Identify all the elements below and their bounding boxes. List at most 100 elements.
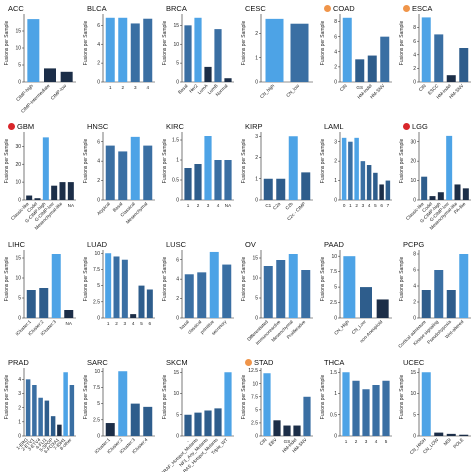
status-dot-icon bbox=[403, 123, 410, 130]
bar bbox=[204, 410, 212, 436]
bar bbox=[276, 260, 286, 318]
y-tick-label: 1.5 bbox=[330, 370, 337, 376]
y-tick-label: 10 bbox=[94, 369, 100, 375]
x-tick-label: 2 bbox=[115, 321, 118, 326]
y-tick-label: 0 bbox=[334, 434, 337, 440]
x-tick-label: Basal bbox=[112, 201, 124, 213]
bar bbox=[44, 68, 56, 82]
bar bbox=[354, 137, 359, 200]
bar bbox=[434, 270, 444, 318]
chart-title: STAD bbox=[245, 358, 273, 367]
chart-panel-thca: THCA Fusions per Sample 0 0.5 1 1.5 1 2 3 4 5 bbox=[316, 354, 395, 472]
bar bbox=[265, 18, 284, 82]
x-tick-label: 6 bbox=[380, 203, 383, 208]
x-tick-label: 1 bbox=[345, 439, 348, 444]
chart-panel-pcpg: PCPG Fusions per Sample 0 2 4 6 8 Cortical admi… bbox=[395, 236, 474, 354]
bar bbox=[113, 256, 120, 318]
x-tick-label: CIMP-intermediate bbox=[20, 83, 51, 114]
bar bbox=[341, 137, 347, 200]
bar bbox=[459, 434, 469, 436]
bar bbox=[105, 253, 112, 318]
bar bbox=[118, 371, 128, 436]
bar bbox=[63, 372, 68, 436]
bar bbox=[293, 425, 301, 436]
bar bbox=[367, 55, 377, 82]
y-tick-label: 2.5 bbox=[93, 417, 100, 423]
bar bbox=[121, 259, 128, 318]
y-tick-label: 8 bbox=[413, 252, 416, 258]
y-tick-label: 5 bbox=[413, 412, 416, 418]
chart-title-text: KIRP bbox=[245, 122, 263, 131]
y-tick-label: 0 bbox=[176, 198, 179, 204]
bar bbox=[184, 25, 192, 82]
status-dot-icon bbox=[245, 359, 252, 366]
bar bbox=[44, 400, 50, 436]
bar bbox=[434, 34, 444, 82]
y-tick-label: 10 bbox=[15, 180, 21, 186]
y-tick-label: 5 bbox=[334, 285, 337, 291]
bar bbox=[130, 314, 137, 318]
x-tick-label: POLE bbox=[452, 437, 464, 449]
bar bbox=[437, 192, 444, 200]
x-tick-label: 6 bbox=[149, 321, 152, 326]
y-tick-label: 5 bbox=[176, 412, 179, 418]
x-tick-label: CIMP-low bbox=[50, 83, 68, 101]
x-tick-label: 4 bbox=[132, 321, 135, 326]
y-tick-label: 0 bbox=[97, 434, 100, 440]
chart-panel-laml: LAML Fusions per Sample 0 1 2 3 0 1 2 3 4 5 6 7 bbox=[316, 118, 395, 236]
bar-chart: 02.557.510iCluster:1iCluster:2iCluster:3… bbox=[93, 368, 155, 454]
y-tick-label: 2 bbox=[334, 159, 337, 165]
y-tick-label: 0 bbox=[255, 434, 258, 440]
bar bbox=[459, 48, 469, 82]
x-tick-label: 5 bbox=[374, 203, 377, 208]
bar bbox=[385, 180, 391, 200]
chart-title: CESC bbox=[245, 4, 266, 13]
bar bbox=[194, 164, 202, 200]
bar bbox=[118, 151, 128, 200]
y-tick-label: 6 bbox=[97, 23, 100, 29]
y-tick-label: 4 bbox=[97, 42, 100, 48]
y-tick-label: 0 bbox=[18, 198, 21, 204]
chart-panel-brca: BRCA Fusions per Sample 0 5 10 15 Basal Her2 Lum… bbox=[158, 0, 237, 118]
y-tick-label: 0 bbox=[97, 198, 100, 204]
y-tick-label: 8 bbox=[413, 25, 416, 31]
y-tick-label: 10 bbox=[173, 42, 179, 48]
chart-title: BRCA bbox=[166, 4, 187, 13]
y-tick-label: 0 bbox=[334, 316, 337, 322]
chart-title: LIHC bbox=[8, 240, 25, 249]
chart-title-text: HNSC bbox=[87, 122, 109, 131]
bar bbox=[421, 176, 428, 200]
y-tick-label: 0 bbox=[255, 80, 258, 86]
bar bbox=[372, 385, 380, 436]
chart-title-text: LIHC bbox=[8, 240, 26, 249]
y-tick-label: 3 bbox=[255, 134, 258, 140]
y-tick-label: 4 bbox=[176, 277, 179, 283]
y-tick-label: 7.5 bbox=[330, 269, 337, 275]
chart-title-text: SARC bbox=[87, 358, 108, 367]
y-tick-label: 30 bbox=[410, 139, 416, 145]
bar bbox=[214, 160, 222, 200]
y-tick-label: 5 bbox=[255, 296, 258, 302]
y-tick-label: 1.5 bbox=[172, 138, 179, 144]
x-tick-label: 1 bbox=[109, 85, 112, 90]
y-tick-label: 0 bbox=[255, 198, 258, 204]
y-tick-label: 2 bbox=[255, 155, 258, 161]
x-tick-label: CIN bbox=[418, 83, 427, 92]
chart-title: OV bbox=[245, 240, 256, 249]
y-tick-label: 1 bbox=[255, 176, 258, 182]
chart-panel-luad: LUAD Fusions per Sample 0 2.5 5 7.5 10 1 2 3 4 5 6 bbox=[79, 236, 158, 354]
x-tick-label: C2a bbox=[272, 201, 282, 211]
x-tick-label: NA bbox=[225, 203, 232, 208]
chart-title: PAAD bbox=[324, 240, 344, 249]
y-tick-label: 10 bbox=[331, 254, 337, 260]
y-tick-label: 2 bbox=[413, 300, 416, 306]
chart-title: ACC bbox=[8, 4, 24, 13]
x-tick-label: CN_low bbox=[285, 83, 300, 98]
bar bbox=[184, 414, 192, 436]
y-tick-label: 7.5 bbox=[93, 385, 100, 391]
y-tick-label: 30 bbox=[15, 144, 21, 150]
bar bbox=[263, 178, 273, 200]
chart-panel-kirp: KIRP Fusions per Sample 0 1 2 3 C1 C2a C2b C2c - … bbox=[237, 118, 316, 236]
